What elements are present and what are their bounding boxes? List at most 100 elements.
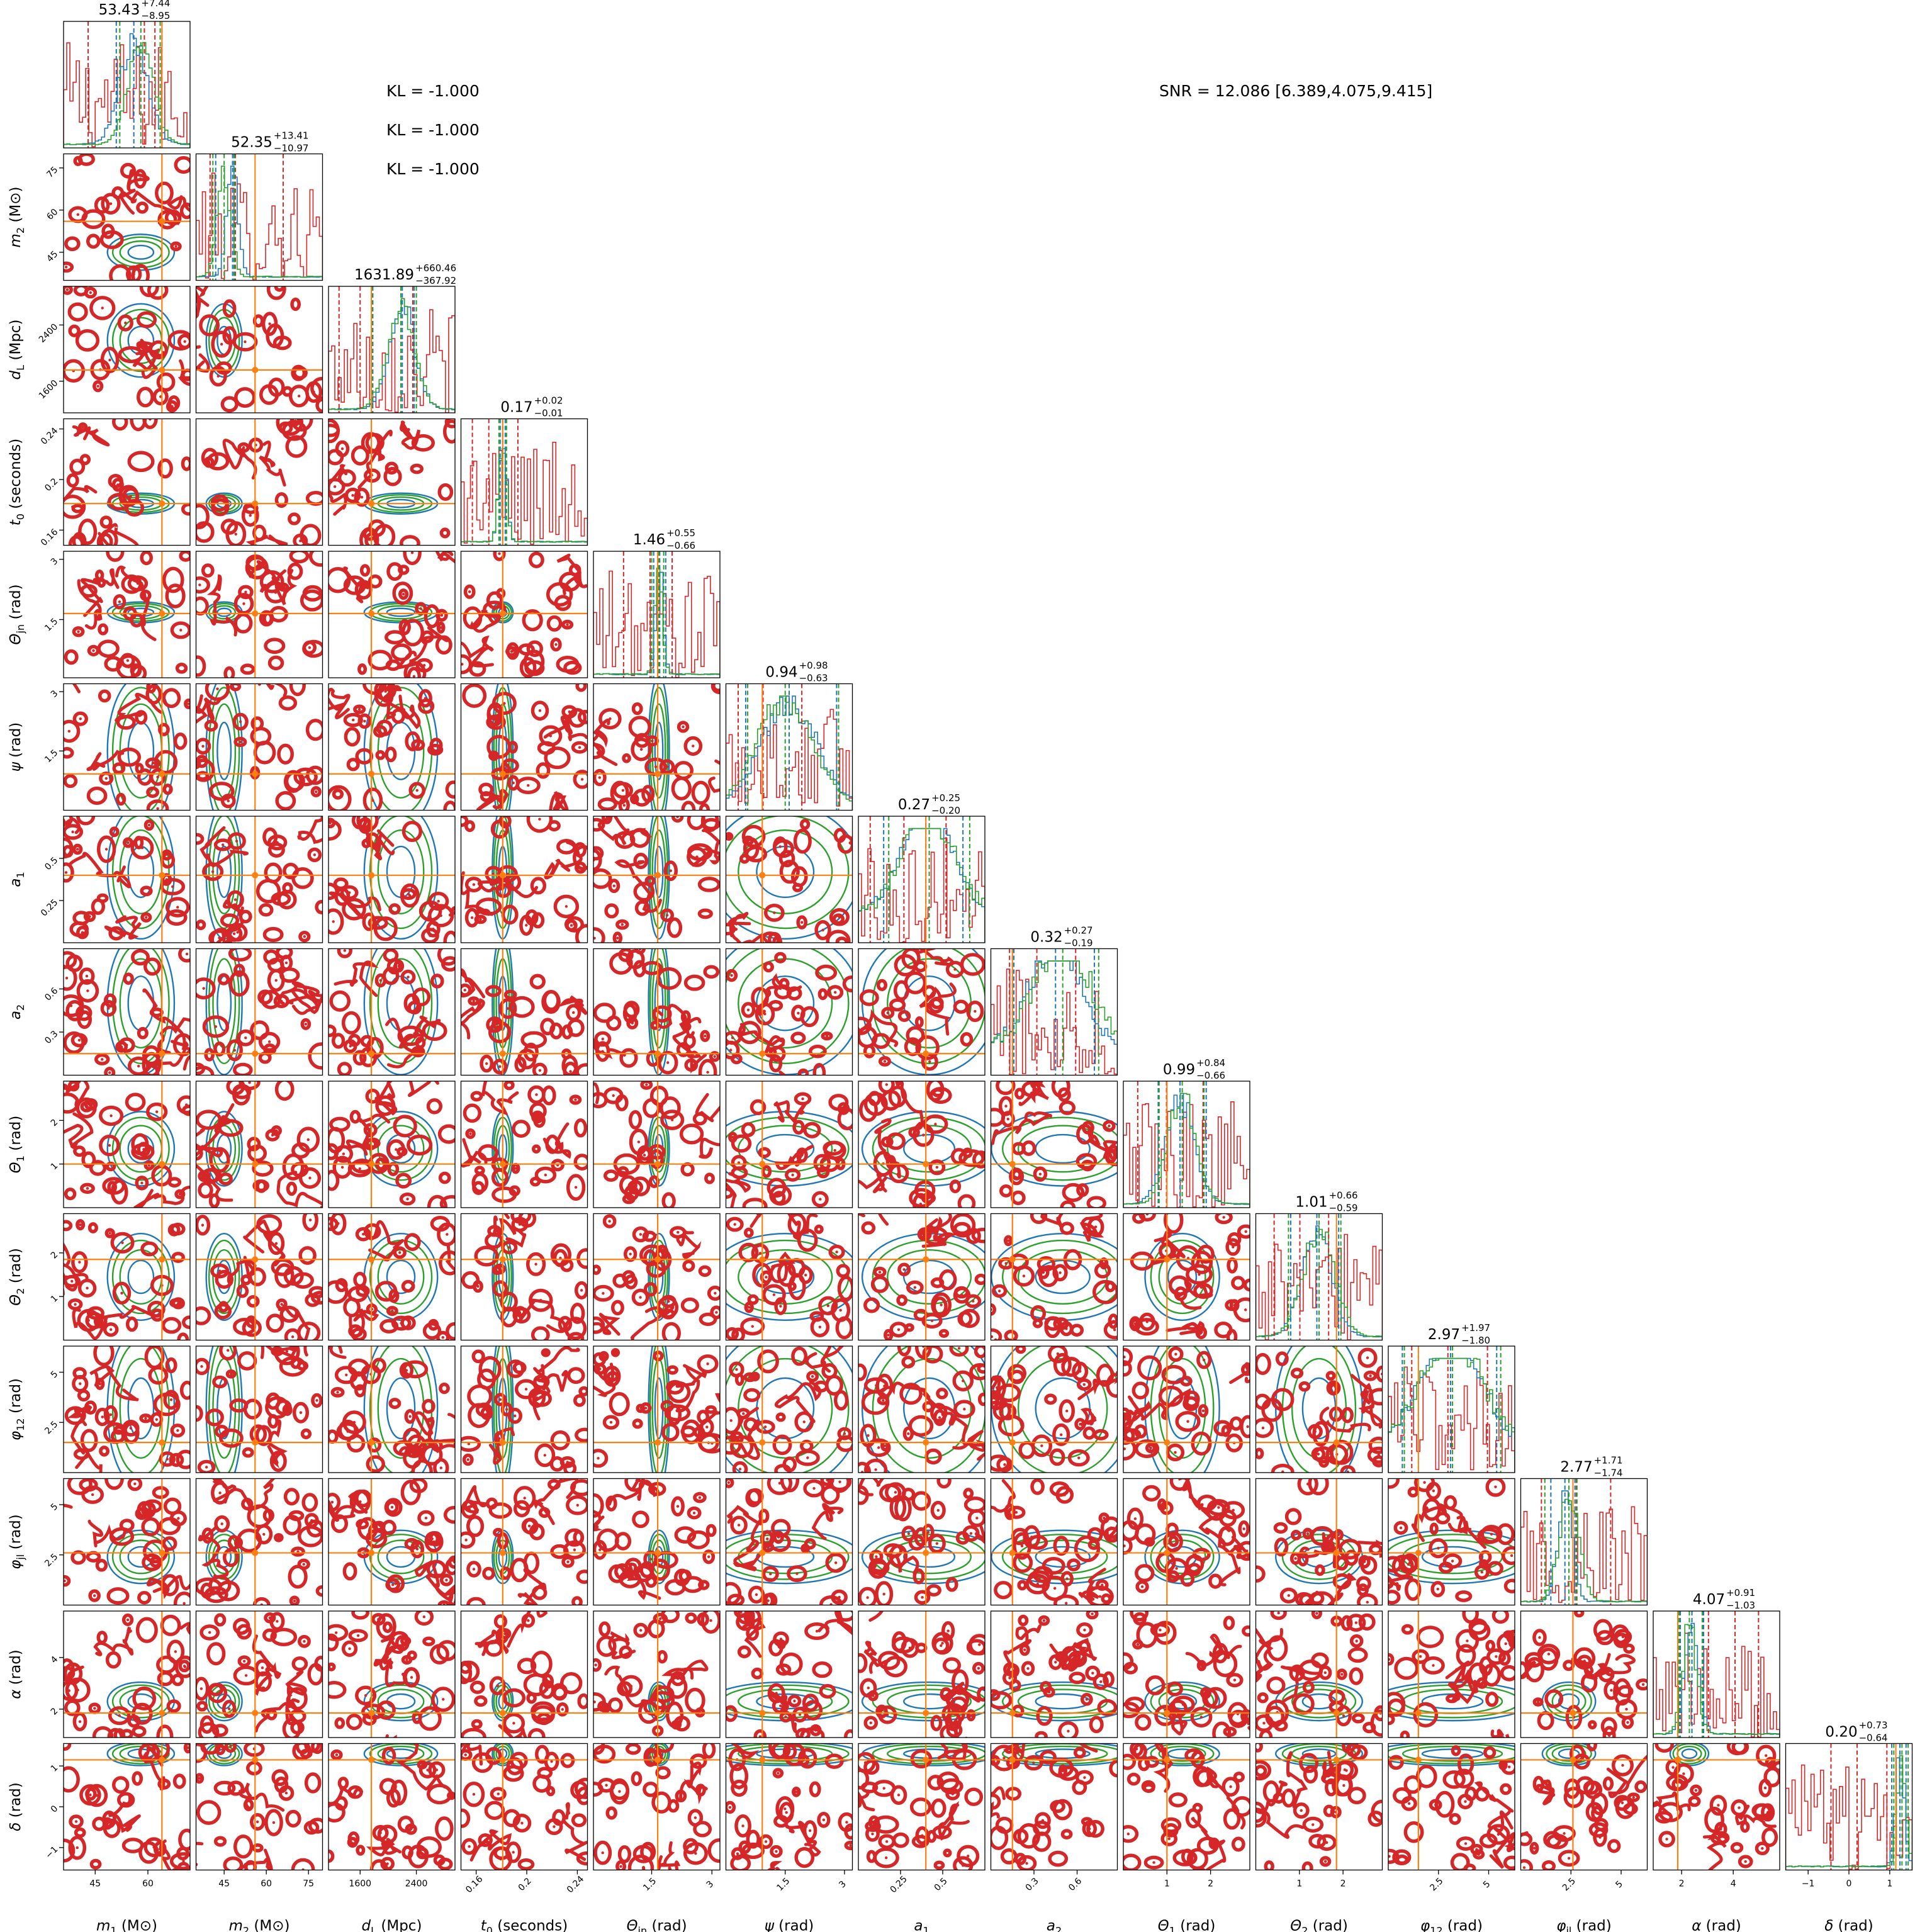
contour-red-core-9-1-27 <box>201 1223 205 1227</box>
contour-red-6-1-25 <box>277 889 297 910</box>
ytick-label-10-1: 5 <box>49 1369 60 1381</box>
truth-point-12-10 <box>1415 1710 1422 1717</box>
contour-red-6-3-17 <box>573 845 588 871</box>
ylabel-4: Θjn (rad) <box>8 584 26 644</box>
xtick-label-1-2: 75 <box>303 1879 314 1889</box>
truth-point-5-3 <box>499 770 506 777</box>
contour-red-3-1-9 <box>196 521 215 543</box>
contour-red-12-7-26 <box>1055 1651 1069 1663</box>
contour-red-core-7-0-14 <box>101 1058 104 1061</box>
panel-frame-3-3 <box>460 418 588 546</box>
contour-red-12-3-10 <box>517 1658 537 1675</box>
hist-title-2: 1631.89 <box>354 267 414 283</box>
contour-red-6-0-14 <box>64 837 74 859</box>
contour-red-10-4-27 <box>698 1433 720 1454</box>
contour-red-9-5-27 <box>731 1327 745 1340</box>
contour-red-10-6-26 <box>908 1415 934 1437</box>
contour-red-13-6-0 <box>931 1798 946 1818</box>
contour-red-13-6-29 <box>858 1752 876 1773</box>
contour-red-13-1-18 <box>233 1834 254 1859</box>
contour-red-11-8-9 <box>1222 1501 1245 1520</box>
contour-red-12-4-24 <box>596 1635 617 1657</box>
contour-red-10-4-13 <box>667 1381 691 1403</box>
contour-red-13-0-14 <box>69 1814 84 1829</box>
contour-red-core-8-0-25 <box>140 1181 143 1185</box>
contour-red-core-7-0-15 <box>137 1064 140 1068</box>
contour-red-12-5-16 <box>753 1729 767 1738</box>
contour-red-path-3-0-0 <box>64 485 98 503</box>
contour-red-core-8-4-25 <box>643 1154 646 1157</box>
panel-3-2 <box>328 418 456 546</box>
contour-red-core-7-1-8 <box>284 961 288 965</box>
hist-green-0 <box>64 42 190 148</box>
ylabel-8: Θ1 (rad) <box>8 1116 26 1174</box>
xtick-label-4-0: 1.5 <box>641 1876 658 1893</box>
contour-red-6-2-24 <box>426 921 441 938</box>
contour-red-core-10-6-2 <box>922 1346 925 1348</box>
contour-red-8-0-11 <box>145 1102 168 1121</box>
truth-point-5-2 <box>368 770 375 777</box>
contour-red-5-3-20 <box>491 692 517 716</box>
contour-red-3-2-6 <box>439 527 451 539</box>
contour-red-core-10-6-20 <box>963 1407 966 1411</box>
contour-red-core-12-1-23 <box>228 1707 231 1710</box>
contour-red-12-2-27 <box>401 1655 413 1665</box>
contour-red-12-7-15 <box>1069 1671 1086 1685</box>
xlabel-5: ψ (rad) <box>765 1918 814 1932</box>
contour-red-core-8-5-5 <box>833 1149 836 1152</box>
contour-red-10-0-24 <box>99 1446 110 1457</box>
contour-red-core-11-2-16 <box>391 1583 395 1587</box>
contour-red-11-2-19 <box>384 1498 403 1517</box>
contour-red-core-8-0-15 <box>108 1143 111 1147</box>
contour-red-core-11-3-14 <box>523 1497 526 1500</box>
contour-red-core-6-3-20 <box>472 883 476 886</box>
contour-red-13-0-12 <box>64 1838 76 1863</box>
contour-red-8-1-18 <box>239 1081 261 1091</box>
contour-red-12-0-27 <box>132 1726 147 1738</box>
hist-title-7: 0.32 <box>1030 929 1062 946</box>
contour-red-9-4-7 <box>682 1259 695 1272</box>
contour-red-2-1-24 <box>288 385 310 408</box>
ytick-label-13-1: 0 <box>49 1804 60 1815</box>
contour-red-12-6-16 <box>877 1651 901 1670</box>
contour-red-path-4-3-2 <box>556 553 588 595</box>
contour-red-core-13-6-19 <box>884 1856 888 1860</box>
contour-red-path-8-6-0 <box>858 1172 888 1194</box>
contour-red-7-6-22 <box>897 1009 911 1022</box>
contour-red-core-10-0-13 <box>109 1413 113 1417</box>
contour-green-9-0-2 <box>111 1239 170 1315</box>
contour-red-6-0-10 <box>166 909 188 926</box>
contour-red-7-5-20 <box>800 1006 819 1028</box>
contour-red-7-0-2 <box>104 1067 116 1076</box>
contour-green-8-0-2 <box>111 1116 170 1181</box>
contour-red-8-4-20 <box>649 1086 669 1106</box>
hist-panel-9: 1.01 +0.66−0.59 <box>1255 1190 1383 1341</box>
contour-red-10-8-18 <box>1134 1439 1160 1458</box>
contour-red-core-7-2-18 <box>410 1002 413 1005</box>
contour-red-7-3-25 <box>491 1018 503 1030</box>
contour-red-path-8-7-2 <box>1087 1130 1118 1159</box>
panel-frame-11-6 <box>858 1478 986 1606</box>
contour-red-8-5-27 <box>811 1191 829 1208</box>
contour-red-core-9-2-14 <box>441 1336 444 1339</box>
contour-red-13-2-26 <box>356 1845 366 1856</box>
panel-8-4 <box>593 1081 721 1208</box>
hist-red-9 <box>1255 1233 1383 1340</box>
contour-red-13-1-17 <box>303 1820 320 1835</box>
panel-6-0: 0.250.5a1 <box>8 816 191 943</box>
contour-red-core-3-2-14 <box>340 447 344 451</box>
contour-red-core-7-0-24 <box>86 989 89 992</box>
contour-red-path-10-4-1 <box>697 1393 720 1429</box>
contour-red-6-5-16 <box>743 837 760 860</box>
contour-red-10-9-14 <box>1275 1351 1289 1366</box>
contour-red-7-1-25 <box>237 1029 255 1047</box>
contour-red-core-9-4-15 <box>608 1220 611 1223</box>
contour-red-7-1-19 <box>228 970 250 997</box>
contour-red-11-6-24 <box>945 1577 958 1592</box>
contour-red-core-13-2-4 <box>426 1768 429 1772</box>
contour-red-11-6-0 <box>963 1488 974 1500</box>
contour-red-path-9-2-1 <box>445 1244 455 1271</box>
contour-red-core-11-10-26 <box>1480 1570 1484 1574</box>
contour-red-12-2-14 <box>418 1706 442 1731</box>
